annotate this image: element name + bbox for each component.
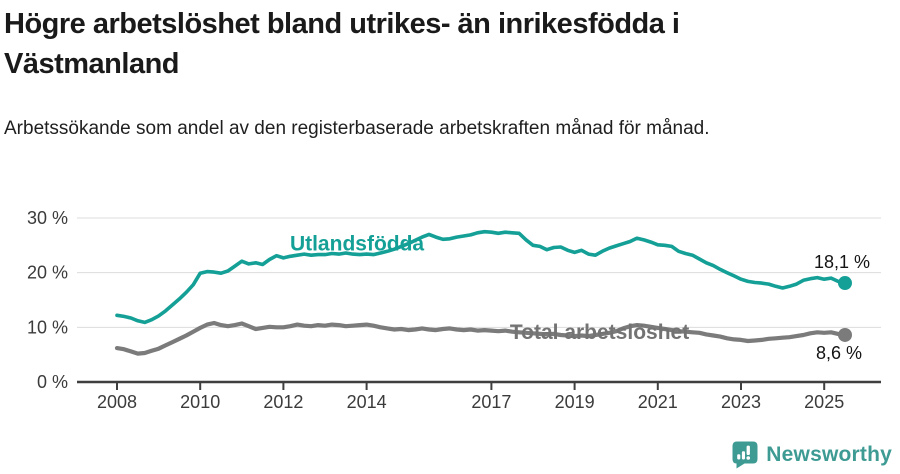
- x-tick-label-2008: 2008: [97, 392, 137, 412]
- x-axis: 2008 2010 2012 2014 2017 2019 2021 2023 2025: [97, 382, 844, 412]
- chart-subtitle: Arbetssökande som andel av den registerb…: [4, 118, 710, 139]
- end-value-label-total: 8,6 %: [816, 343, 862, 363]
- newsworthy-logo-icon: [732, 441, 758, 469]
- brand-name: Newsworthy: [766, 443, 892, 466]
- y-tick-label-20: 20 %: [27, 263, 68, 283]
- page-title: Högre arbetslöshet bland utrikes- än inr…: [4, 8, 680, 80]
- series-endpoint-dot-total: [838, 327, 852, 342]
- series-label-utlandsfodda: Utlandsfödda: [290, 232, 424, 255]
- series-line-utlandsfodda: [115, 229, 847, 325]
- brand-footer: Newsworthy: [732, 441, 892, 469]
- y-tick-label-10: 10 %: [27, 317, 68, 337]
- y-tick-label-30: 30 %: [27, 208, 68, 228]
- x-tick-label-2017: 2017: [471, 392, 511, 412]
- series-line-total-arbetsloshet: [114, 320, 848, 356]
- x-tick-label-2010: 2010: [180, 392, 220, 412]
- y-tick-label-0: 0 %: [37, 372, 68, 392]
- x-tick-label-2023: 2023: [721, 392, 761, 412]
- chart-header: Högre arbetslöshet bland utrikes- än inr…: [4, 0, 834, 84]
- y-axis-labels: 30 % 20 % 10 % 0 %: [27, 208, 68, 392]
- x-tick-label-2025: 2025: [804, 392, 844, 412]
- x-tick-label-2021: 2021: [638, 392, 678, 412]
- x-tick-label-2019: 2019: [555, 392, 595, 412]
- end-value-label-utlandsfodda: 18,1 %: [814, 252, 870, 272]
- x-tick-label-2012: 2012: [263, 392, 303, 412]
- series-endpoint-dot-utlandsfodda: [838, 276, 852, 291]
- x-tick-label-2014: 2014: [347, 392, 387, 412]
- gridlines: [77, 217, 881, 384]
- series-label-total-arbetsloshet: Total arbetslöshet: [510, 321, 689, 344]
